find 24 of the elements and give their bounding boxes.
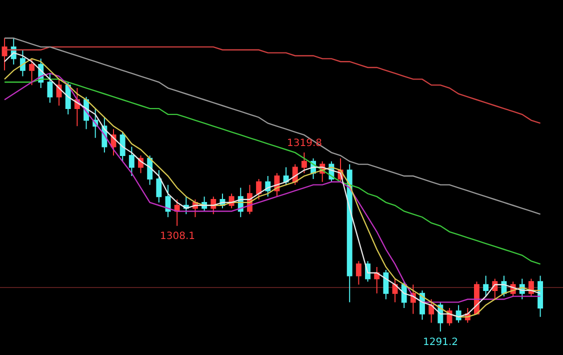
candlestick <box>120 132 126 162</box>
candlestick <box>165 184 171 218</box>
candlestick <box>356 260 362 286</box>
candlestick <box>147 155 153 186</box>
candlestick <box>428 298 434 324</box>
candlestick <box>20 49 26 77</box>
candlestick <box>483 275 489 297</box>
candlestick <box>374 266 380 294</box>
candlestick <box>283 166 289 186</box>
candlestick <box>128 146 134 177</box>
candlestick <box>174 199 180 226</box>
candlestick <box>538 275 544 318</box>
candlestick <box>29 58 35 86</box>
candlestick <box>156 170 162 203</box>
annotation: 1291.2 <box>423 337 458 348</box>
candlestick <box>56 78 62 106</box>
candlestick <box>383 269 389 300</box>
candlestick <box>256 178 262 200</box>
candlestick <box>301 152 307 174</box>
candlestick <box>392 278 398 303</box>
candlestick <box>47 72 53 104</box>
candlestick <box>2 38 8 71</box>
candlestick <box>346 164 352 303</box>
annotation: 1308.1 <box>160 231 195 242</box>
